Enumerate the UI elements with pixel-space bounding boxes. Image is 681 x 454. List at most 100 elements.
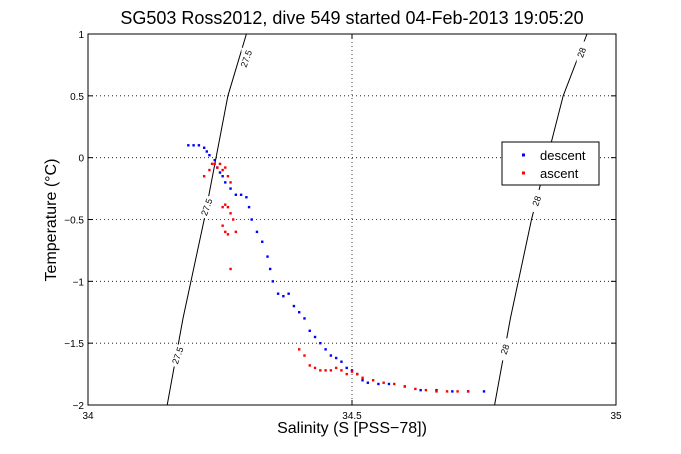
data-point [239, 193, 243, 196]
data-point [424, 388, 428, 392]
data-point [345, 366, 348, 370]
data-point [224, 203, 227, 206]
legend-box [501, 141, 600, 186]
data-point [451, 390, 454, 393]
data-point [216, 166, 219, 169]
data-point [340, 369, 343, 372]
legend-marker [522, 153, 525, 157]
x-tick-label: 34 [82, 411, 94, 422]
data-point [229, 181, 232, 184]
y-tick-label: 0 [78, 154, 84, 165]
data-point [356, 372, 359, 376]
legend-label: ascent [540, 166, 579, 181]
contour-label-bg [241, 47, 252, 70]
data-point [445, 390, 449, 393]
data-point [329, 354, 333, 357]
data-point [414, 387, 417, 391]
data-point [266, 255, 269, 258]
data-point [334, 366, 338, 370]
data-point [324, 348, 327, 351]
data-point [247, 205, 251, 209]
data-point [213, 162, 216, 166]
data-point [371, 379, 375, 382]
y-tick-label: −1.5 [64, 339, 84, 350]
data-point [456, 390, 459, 393]
data-point [208, 153, 211, 157]
data-point [250, 218, 253, 221]
data-point [226, 205, 230, 209]
data-point [350, 369, 354, 372]
data-point [282, 294, 285, 298]
y-tick-label: 0.5 [70, 92, 84, 103]
data-point [224, 166, 227, 169]
data-point [419, 388, 422, 392]
data-point [393, 382, 396, 386]
data-point [234, 193, 238, 196]
data-point [319, 369, 322, 372]
data-point [403, 385, 406, 388]
contour-label: 28 [575, 46, 588, 59]
data-point [202, 146, 206, 149]
data-point [229, 212, 232, 215]
data-point [313, 366, 317, 370]
data-point [287, 292, 290, 295]
contour-label-bg [201, 196, 212, 219]
data-point [324, 369, 327, 372]
data-point [229, 267, 232, 271]
y-tick-label: −2 [73, 401, 85, 412]
data-point [482, 390, 486, 393]
data-point [308, 329, 311, 332]
data-point [271, 280, 274, 283]
data-point [313, 335, 317, 339]
data-point [340, 360, 343, 363]
y-tick-label: 1 [78, 30, 84, 41]
data-point [224, 181, 227, 184]
y-axis-label: Temperature (°C) [43, 159, 60, 282]
data-point [435, 388, 438, 392]
data-point [187, 144, 190, 147]
data-point [213, 158, 216, 162]
contour-label-bg [500, 338, 511, 361]
x-axis-label: Salinity (S [PSS−78]) [277, 420, 427, 437]
data-point [377, 382, 380, 386]
data-point [303, 317, 306, 320]
data-point [218, 162, 222, 166]
data-point [319, 341, 322, 345]
data-point [205, 150, 208, 153]
data-point [292, 304, 296, 308]
contour-label-bg [576, 41, 587, 64]
data-point [218, 171, 222, 174]
data-point [308, 364, 311, 367]
data-point [276, 292, 280, 295]
data-point [334, 356, 338, 360]
data-point [303, 354, 306, 357]
data-point [234, 230, 238, 234]
axis-ticks: 34 34.5 35 1 0.5 0 −0.5 −1 −1.5 −2 [64, 30, 622, 422]
data-point [255, 230, 259, 234]
y-tick-label: −1 [73, 277, 85, 288]
y-tick-label: −0.5 [64, 216, 84, 227]
data-point [387, 382, 391, 386]
data-point [361, 379, 364, 382]
data-point [226, 233, 230, 236]
data-point [245, 196, 248, 199]
data-point [350, 370, 354, 373]
data-point [382, 381, 385, 384]
data-point [345, 372, 348, 376]
data-point [361, 376, 364, 379]
data-point [435, 390, 438, 393]
data-point [298, 311, 301, 314]
data-point [208, 168, 211, 172]
data-point [210, 162, 214, 166]
data-series [187, 144, 486, 393]
data-point [197, 144, 201, 147]
contour-label-bg [172, 344, 183, 367]
data-point [366, 381, 370, 384]
x-tick-label: 34.5 [342, 411, 362, 422]
data-point [261, 240, 264, 243]
data-point [224, 230, 227, 234]
contour-label: 28 [530, 195, 543, 208]
contour-label-bg [531, 189, 542, 212]
